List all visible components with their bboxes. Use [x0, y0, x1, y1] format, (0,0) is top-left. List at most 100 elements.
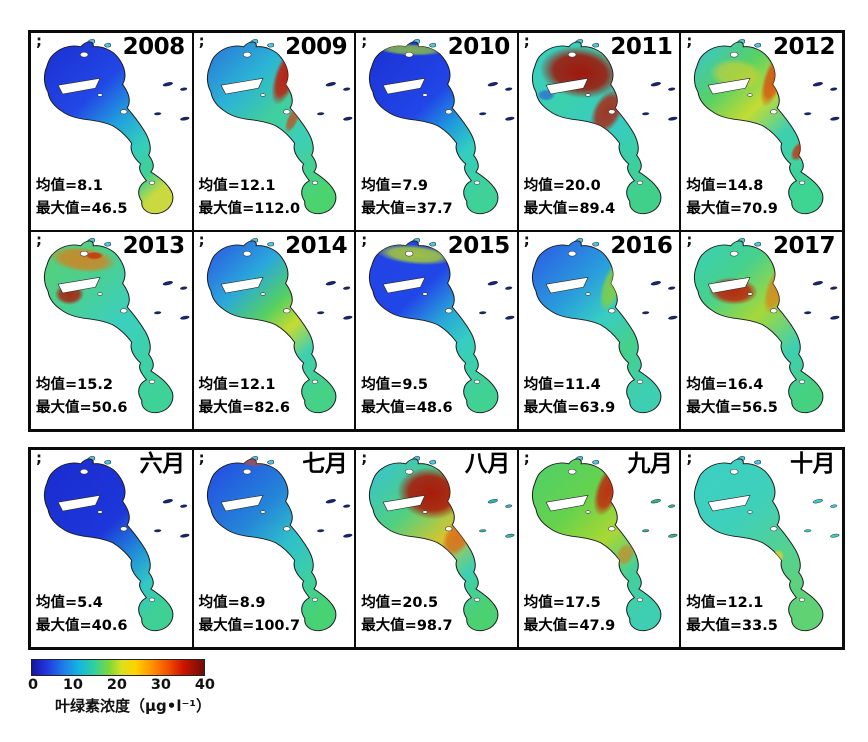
- panel-max-value: 最大值=37.7: [361, 200, 453, 217]
- panel-stats: 均值=20.0 最大值=89.4: [524, 175, 615, 221]
- north-mark-icon: ;: [523, 32, 530, 50]
- panel-max-value: 最大值=56.5: [686, 399, 778, 416]
- panel-max-value: 最大值=100.7: [198, 617, 301, 634]
- map-panel: ; 2011 均值=20.0 最大值=89.4: [517, 32, 681, 231]
- north-mark-icon: ;: [36, 32, 42, 50]
- panel-mean-value: 均值=16.4: [686, 376, 764, 393]
- panel-mean-value: 均值=12.1: [686, 594, 764, 611]
- lake-chlorophyll-map: [206, 39, 353, 215]
- north-mark-icon: ;: [361, 231, 368, 249]
- panel-period-label: 2010: [447, 34, 511, 60]
- annual-panels-grid: ; 2008 均值=8.1 最大值=46.5 ; 2009 均值=12.1 最大…: [28, 30, 845, 432]
- panel-stats: 均值=12.1 最大值=112.0: [199, 175, 301, 221]
- map-panel: ; 六月 均值=5.4 最大值=40.6: [30, 449, 193, 648]
- panel-mean-value: 均值=20.0: [523, 177, 601, 194]
- panel-period-label: 六月: [139, 451, 186, 477]
- lake-chlorophyll-map: [369, 238, 515, 414]
- colorbar-tick: 30: [150, 677, 171, 693]
- panel-stats: 均值=5.4 最大值=40.6: [36, 592, 127, 638]
- panel-mean-value: 均值=11.4: [523, 376, 601, 393]
- colorbar-tick: 40: [194, 677, 215, 693]
- map-panel: ; 七月 均值=8.9 最大值=100.7: [192, 449, 356, 648]
- panel-period-label: 八月: [464, 451, 511, 477]
- north-mark-icon: ;: [198, 32, 205, 50]
- lake-chlorophyll-map: [694, 238, 840, 414]
- lake-chlorophyll-map: [206, 456, 353, 632]
- panel-period-label: 2017: [772, 233, 836, 259]
- map-panel: ; 2017 均值=16.4 最大值=56.5: [680, 231, 843, 430]
- north-mark-icon: ;: [361, 32, 368, 50]
- north-mark-icon: ;: [686, 449, 693, 467]
- panel-period-label: 七月: [302, 451, 348, 477]
- map-panel: ; 十月 均值=12.1 最大值=33.5: [680, 449, 843, 648]
- panel-period-label: 2015: [447, 233, 511, 259]
- panel-max-value: 最大值=40.6: [36, 617, 128, 634]
- panel-mean-value: 均值=5.4: [36, 594, 103, 611]
- map-panel: ; 八月 均值=20.5 最大值=98.7: [355, 449, 518, 648]
- north-mark-icon: ;: [523, 449, 530, 467]
- panel-mean-value: 均值=15.2: [36, 376, 113, 393]
- north-mark-icon: ;: [36, 449, 42, 467]
- colorbar-gradient: [31, 659, 205, 676]
- panel-mean-value: 均值=14.8: [686, 177, 764, 194]
- lake-chlorophyll-map: [43, 39, 190, 215]
- colorbar-tick: 10: [62, 677, 83, 693]
- map-panel: ; 2014 均值=12.1 最大值=82.6: [192, 231, 356, 430]
- panel-max-value: 最大值=48.6: [361, 399, 453, 416]
- panel-mean-value: 均值=8.1: [36, 177, 103, 194]
- panel-period-label: 2014: [285, 233, 348, 259]
- panel-max-value: 最大值=112.0: [198, 200, 301, 217]
- map-panel: ; 2010 均值=7.9 最大值=37.7: [355, 32, 518, 231]
- north-mark-icon: ;: [36, 231, 42, 249]
- panel-period-label: 十月: [790, 451, 836, 477]
- panel-mean-value: 均值=8.9: [198, 594, 266, 611]
- panel-stats: 均值=12.1 最大值=82.6: [199, 374, 290, 420]
- panel-period-label: 2009: [285, 34, 348, 60]
- lake-chlorophyll-map: [43, 238, 190, 414]
- panel-stats: 均值=16.4 最大值=56.5: [686, 374, 777, 420]
- panel-period-label: 2011: [610, 34, 673, 60]
- north-mark-icon: ;: [198, 231, 205, 249]
- panel-mean-value: 均值=12.1: [198, 177, 276, 194]
- panel-stats: 均值=8.9 最大值=100.7: [199, 592, 301, 638]
- panel-period-label: 九月: [627, 451, 673, 477]
- panel-period-label: 2012: [772, 34, 836, 60]
- lake-chlorophyll-map: [531, 456, 678, 632]
- panel-stats: 均值=7.9 最大值=37.7: [361, 175, 452, 221]
- panel-max-value: 最大值=82.6: [198, 399, 291, 416]
- panel-mean-value: 均值=17.5: [523, 594, 601, 611]
- north-mark-icon: ;: [361, 449, 368, 467]
- north-mark-icon: ;: [686, 32, 693, 50]
- panel-period-label: 2016: [610, 233, 673, 259]
- panel-stats: 均值=12.1 最大值=33.5: [686, 592, 777, 638]
- panel-stats: 均值=17.5 最大值=47.9: [524, 592, 615, 638]
- panel-max-value: 最大值=50.6: [36, 399, 128, 416]
- panel-stats: 均值=11.4 最大值=63.9: [524, 374, 615, 420]
- map-panel: ; 2012 均值=14.8 最大值=70.9: [680, 32, 843, 231]
- panel-max-value: 最大值=89.4: [523, 200, 616, 217]
- panel-mean-value: 均值=9.5: [361, 376, 429, 393]
- panel-stats: 均值=15.2 最大值=50.6: [36, 374, 127, 420]
- panel-mean-value: 均值=20.5: [361, 594, 439, 611]
- lake-chlorophyll-map: [206, 238, 353, 414]
- map-panel: ; 2008 均值=8.1 最大值=46.5: [30, 32, 193, 231]
- panel-stats: 均值=14.8 最大值=70.9: [686, 175, 777, 221]
- panel-stats: 均值=8.1 最大值=46.5: [36, 175, 127, 221]
- colorbar: 0 10 20 30 40 叶绿素浓度（μg•l⁻¹）: [28, 659, 271, 716]
- panel-max-value: 最大值=63.9: [523, 399, 616, 416]
- colorbar-tick: 0: [27, 677, 39, 693]
- lake-chlorophyll-map: [43, 456, 190, 632]
- colorbar-ticks: 0 10 20 30 40: [27, 677, 215, 693]
- lake-chlorophyll-map: [694, 39, 840, 215]
- lake-chlorophyll-map: [531, 39, 678, 215]
- lake-chlorophyll-map: [531, 238, 678, 414]
- panel-max-value: 最大值=98.7: [361, 617, 453, 634]
- north-mark-icon: ;: [198, 449, 205, 467]
- panel-max-value: 最大值=46.5: [36, 200, 128, 217]
- map-panel: ; 2015 均值=9.5 最大值=48.6: [355, 231, 518, 430]
- north-mark-icon: ;: [686, 231, 693, 249]
- map-panel: ; 2016 均值=11.4 最大值=63.9: [517, 231, 681, 430]
- panel-max-value: 最大值=47.9: [523, 617, 616, 634]
- panel-mean-value: 均值=12.1: [198, 376, 276, 393]
